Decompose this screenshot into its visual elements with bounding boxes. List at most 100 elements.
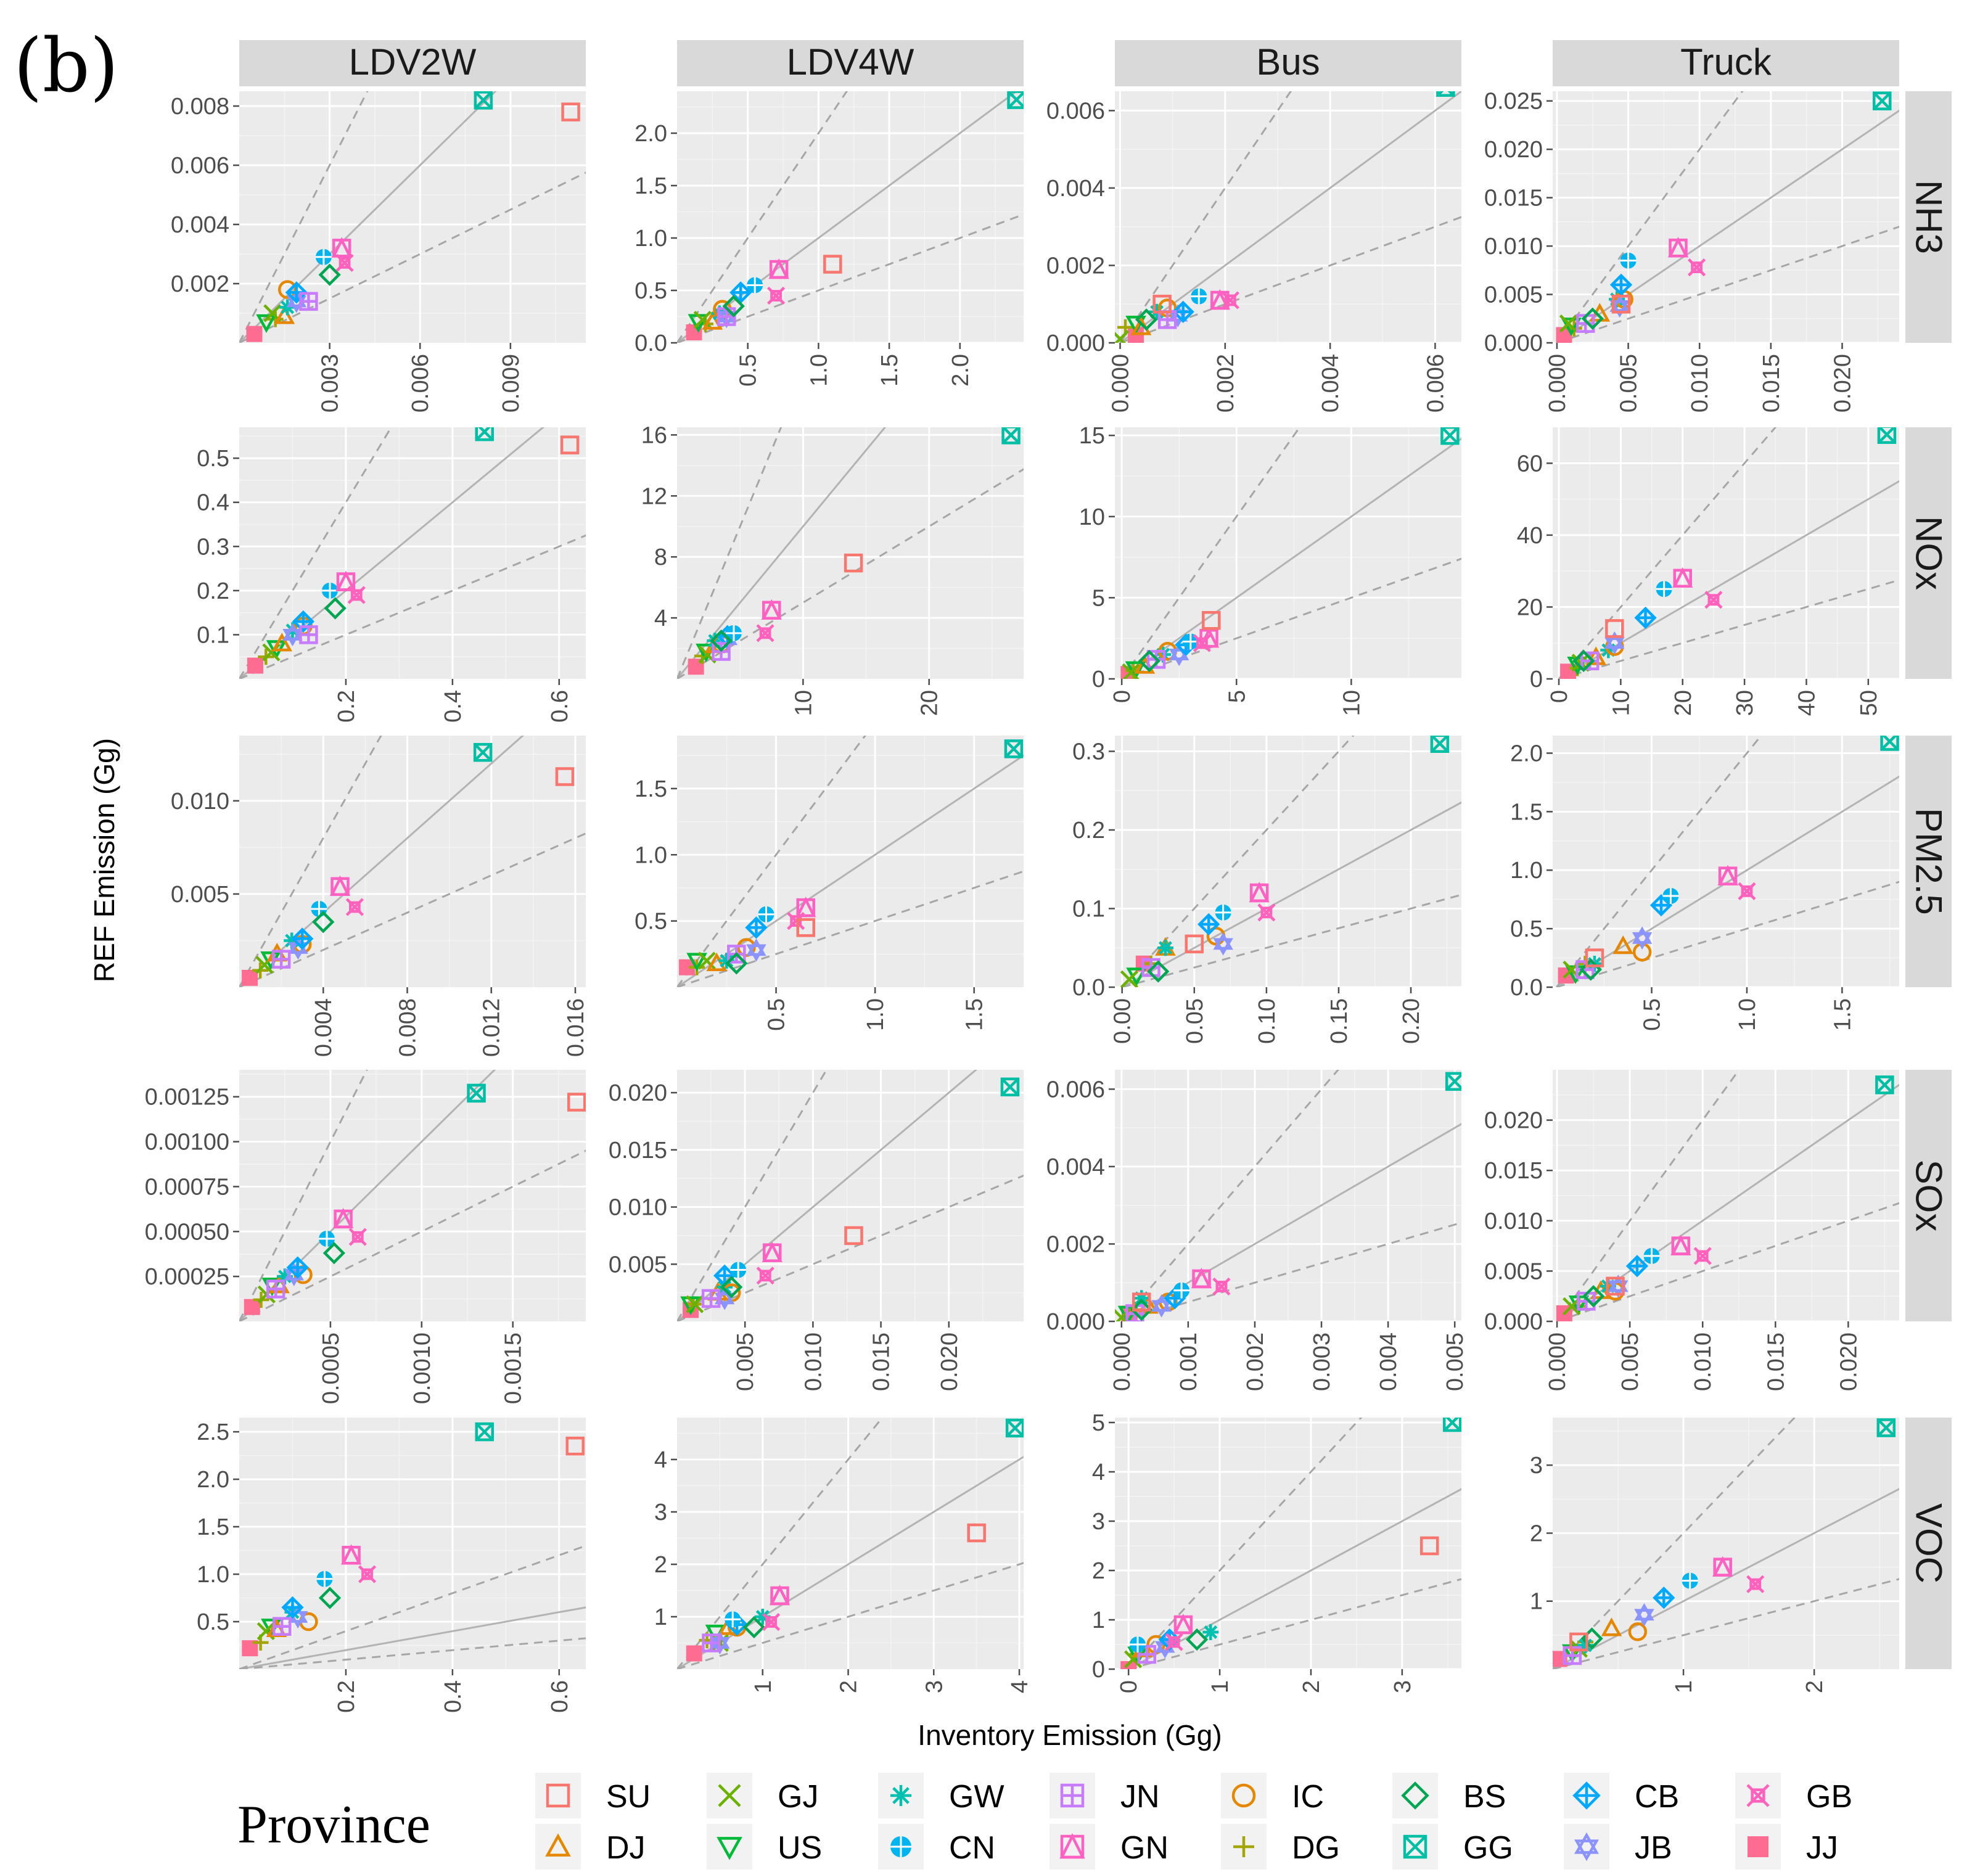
x-tick-label: 2 xyxy=(1299,1680,1325,1693)
y-tick-label: 8 xyxy=(654,544,667,570)
x-tick-label: 0 xyxy=(1109,690,1135,703)
data-point-jj xyxy=(246,326,263,342)
data-point-su xyxy=(555,767,575,786)
y-tick-label: 1.0 xyxy=(635,842,667,868)
legend-label: GN xyxy=(1120,1830,1169,1866)
y-tick-label: 0.020 xyxy=(1484,137,1543,163)
legend-marker-jj xyxy=(1748,1836,1768,1857)
y-tick-label: 0.005 xyxy=(1484,282,1543,308)
y-tick-label: 0.015 xyxy=(1484,1158,1543,1184)
data-point-cn xyxy=(318,1230,335,1247)
panel-truck-voc: 1 2 3 1 2 xyxy=(1530,1418,1899,1693)
data-point-gn xyxy=(329,875,351,897)
data-point-gb xyxy=(756,624,774,642)
data-point-bs xyxy=(710,630,733,652)
panel-background xyxy=(1115,427,1461,679)
panel-bus-sox: 0.000 0.002 0.004 0.006 0.000 0.001 0.002 0.003… xyxy=(1046,1070,1468,1391)
reference-line-1to1 xyxy=(677,427,887,679)
data-point-cn xyxy=(1215,904,1231,921)
data-point-su xyxy=(1419,1536,1439,1556)
reference-line-dashed xyxy=(1119,91,1292,343)
legend-item-gw: GW xyxy=(878,1773,1004,1818)
x-tick-label: 0.5 xyxy=(736,354,762,387)
x-tick-label: 2 xyxy=(1802,1680,1828,1693)
y-tick-label: 1 xyxy=(654,1604,667,1630)
y-tick-label: 3 xyxy=(1092,1509,1105,1535)
facet-panels: LDV2W LDV4W Bus TruckNH3NOxPM2.5SOxVOC0.002… xyxy=(145,40,1952,1713)
x-tick-label: 0.005 xyxy=(1442,1332,1468,1391)
data-point-gb xyxy=(787,912,805,930)
data-point-jb xyxy=(1609,294,1630,318)
data-point-gb xyxy=(766,286,786,305)
data-point-su xyxy=(561,102,580,121)
y-tick-label: 2 xyxy=(1092,1558,1105,1584)
legend-item-gn: GN xyxy=(1049,1824,1169,1870)
reference-line-dashed xyxy=(677,1418,884,1669)
data-point-su xyxy=(844,553,863,573)
row-strip-sox: SOx xyxy=(1905,1070,1952,1321)
panel-ldv2w-nox: 0.1 0.2 0.3 0.4 0.5 0.2 0.4 0.6 xyxy=(197,427,586,723)
y-tick-label: 0.5 xyxy=(635,909,667,935)
reference-line-dashed xyxy=(1553,1578,1899,1669)
x-tick-label: 0.5 xyxy=(764,998,790,1031)
data-point-bs xyxy=(322,1242,345,1265)
data-point-gb xyxy=(1165,1633,1183,1651)
y-tick-label: 0.002 xyxy=(1046,1231,1105,1257)
y-tick-label: 0.2 xyxy=(197,578,229,604)
y-tick-label: 2.5 xyxy=(197,1419,229,1445)
data-point-gn xyxy=(1191,1267,1212,1289)
panel-background xyxy=(239,1070,586,1321)
y-tick-label: 0.015 xyxy=(609,1138,667,1164)
reference-line-dashed xyxy=(677,213,1024,343)
y-tick-label: 0.006 xyxy=(1046,1077,1105,1102)
y-tick-label: 0.2 xyxy=(1072,818,1105,844)
reference-line-1to1 xyxy=(239,1606,586,1669)
x-tick-label: 0.004 xyxy=(1376,1332,1402,1391)
data-point-cn xyxy=(758,906,774,922)
data-point-su xyxy=(560,435,580,454)
data-point-ic xyxy=(737,938,756,957)
data-point-gg xyxy=(1872,91,1892,110)
x-tick-label: 10 xyxy=(791,690,816,716)
data-point-gn xyxy=(762,1241,782,1262)
x-tick-label: 0.5 xyxy=(1640,998,1666,1031)
panel-truck-nox: 0 20 40 60 0 10 20 30 40 50 xyxy=(1517,427,1899,716)
data-point-cb xyxy=(729,281,752,304)
x-tick-label: 0.4 xyxy=(440,690,466,723)
data-point-jn xyxy=(299,625,318,644)
data-point-gb xyxy=(756,1266,774,1285)
x-tick-label: 2 xyxy=(836,1680,862,1693)
data-point-gn xyxy=(768,258,789,279)
data-point-gj xyxy=(1115,330,1130,343)
reference-line-1to1 xyxy=(1121,437,1461,679)
x-tick-label: 1 xyxy=(1207,1680,1233,1693)
panel-ldv2w-voc: 0.5 1.0 1.5 2.0 2.5 0.2 0.4 0.6 xyxy=(197,1418,586,1713)
data-point-gn xyxy=(1173,1613,1194,1635)
data-point-cn xyxy=(725,1611,741,1628)
y-tick-label: 0.005 xyxy=(609,1252,667,1278)
data-point-cb xyxy=(1634,606,1657,630)
column-strip-label: Truck xyxy=(1680,41,1772,83)
legend-item-jb: JB xyxy=(1564,1824,1672,1870)
y-tick-label: 0.3 xyxy=(197,534,229,560)
data-point-gg xyxy=(1440,427,1460,445)
x-tick-label: 10 xyxy=(1608,690,1634,716)
x-tick-label: 30 xyxy=(1732,690,1758,716)
data-point-dg xyxy=(267,311,284,327)
x-tick-label: 20 xyxy=(917,690,943,716)
data-point-cn xyxy=(1656,581,1672,597)
y-tick-label: 0.00125 xyxy=(145,1085,229,1110)
reference-line-dashed xyxy=(1122,893,1461,987)
data-point-gn xyxy=(1672,567,1693,588)
x-tick-label: 0.015 xyxy=(1759,354,1785,413)
x-tick-label: 0.016 xyxy=(563,998,589,1057)
reference-line-dashed xyxy=(677,1562,1024,1669)
data-point-bs xyxy=(1138,649,1160,673)
legend-item-jj: JJ xyxy=(1735,1824,1838,1870)
legend: Province SU GJ GW JN IC BS CB GB DJ US CN GN DG GG JB J… xyxy=(237,1773,1852,1870)
column-strip-ldv4w: LDV4W xyxy=(677,40,1024,86)
x-tick-label: 20 xyxy=(1670,690,1696,716)
data-point-bs xyxy=(1582,1285,1605,1308)
x-tick-label: 0.000 xyxy=(1109,1332,1135,1391)
data-point-dj xyxy=(274,305,295,324)
